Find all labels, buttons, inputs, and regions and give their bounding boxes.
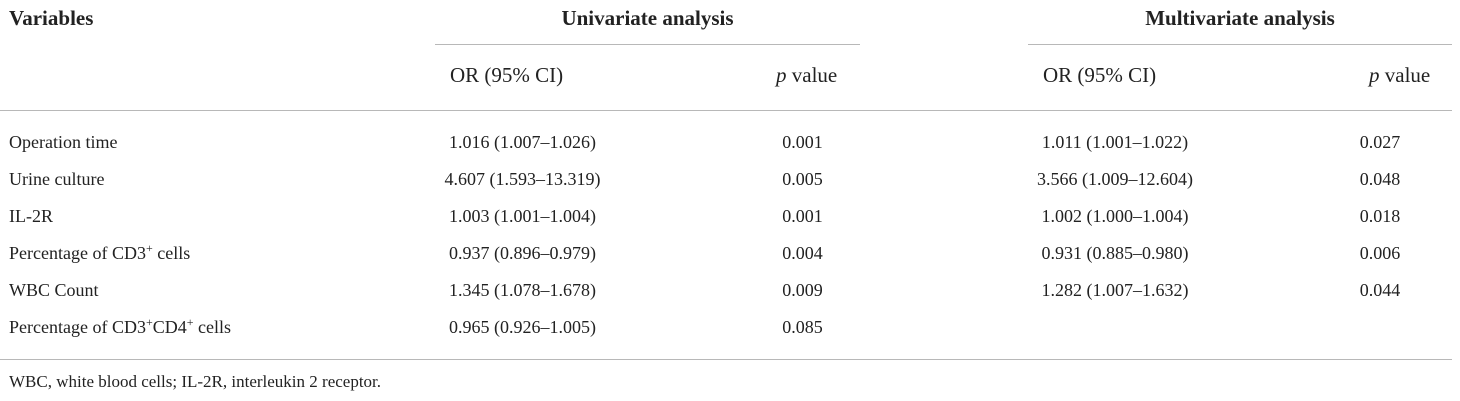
table-footnote: WBC, white blood cells; IL-2R, interleuk… bbox=[9, 372, 382, 391]
variable-prefix: Percentage of CD3 bbox=[9, 243, 146, 263]
multi-p-header: p value bbox=[1369, 63, 1430, 88]
row-multi-or: 1.011 (1.001–1.022) bbox=[1041, 132, 1189, 152]
row-multi-p: 0.027 bbox=[1359, 132, 1401, 152]
row-multi-p: 0.018 bbox=[1359, 206, 1401, 226]
row-uni-p: 0.004 bbox=[782, 243, 823, 263]
row-multi-or: 0.931 (0.885–0.980) bbox=[1041, 243, 1189, 263]
header-multivariate: Multivariate analysis bbox=[1145, 6, 1335, 30]
row-variable: WBC Count bbox=[9, 280, 99, 300]
row-uni-or: 0.965 (0.926–1.005) bbox=[449, 317, 596, 337]
header-variables: Variables bbox=[9, 6, 94, 30]
row-uni-p: 0.009 bbox=[782, 280, 823, 300]
variable-prefix: Percentage of CD3 bbox=[9, 317, 146, 337]
row-multi-p: 0.044 bbox=[1359, 280, 1401, 300]
table-row: Percentage of CD3+ cells 0.937 (0.896–0.… bbox=[0, 235, 1460, 272]
row-multi-or: 1.282 (1.007–1.632) bbox=[1041, 280, 1189, 300]
table-row: Operation time 1.016 (1.007–1.026) 0.001… bbox=[0, 124, 1460, 161]
row-uni-or: 1.016 (1.007–1.026) bbox=[449, 132, 596, 152]
row-variable: Percentage of CD3+ cells bbox=[9, 235, 190, 272]
row-uni-p: 0.005 bbox=[782, 169, 823, 189]
row-uni-or: 4.607 (1.593–13.319) bbox=[444, 169, 601, 189]
header-bottom-rule bbox=[0, 110, 1452, 111]
uni-p-word: value bbox=[791, 63, 838, 87]
row-variable: Percentage of CD3+CD4+ cells bbox=[9, 309, 231, 346]
row-variable: Urine culture bbox=[9, 169, 105, 189]
variable-suffix: cells bbox=[152, 243, 191, 263]
row-variable: Operation time bbox=[9, 132, 118, 152]
row-uni-or: 0.937 (0.896–0.979) bbox=[449, 243, 596, 263]
row-multi-p: 0.006 bbox=[1359, 243, 1401, 263]
table-bottom-rule bbox=[0, 359, 1452, 360]
table-row: Urine culture 4.607 (1.593–13.319) 0.005… bbox=[0, 161, 1460, 198]
table-row: Percentage of CD3+CD4+ cells 0.965 (0.92… bbox=[0, 309, 1460, 346]
row-multi-p: 0.048 bbox=[1359, 169, 1401, 189]
multi-p-letter: p bbox=[1369, 63, 1380, 87]
variable-mid: CD4 bbox=[152, 317, 187, 337]
multivariate-header-rule bbox=[1028, 44, 1452, 45]
row-uni-or: 1.003 (1.001–1.004) bbox=[449, 206, 596, 226]
variable-superscript: + bbox=[145, 241, 153, 255]
header-univariate: Univariate analysis bbox=[561, 6, 734, 30]
uni-p-letter: p bbox=[776, 63, 787, 87]
row-multi-or: 1.002 (1.000–1.004) bbox=[1041, 206, 1189, 226]
uni-p-header: p value bbox=[776, 63, 837, 88]
uni-or-header: OR (95% CI) bbox=[450, 63, 564, 87]
row-uni-p: 0.001 bbox=[782, 206, 823, 226]
row-multi-or: 3.566 (1.009–12.604) bbox=[1037, 169, 1193, 189]
row-uni-p: 0.001 bbox=[782, 132, 823, 152]
table-row: IL-2R 1.003 (1.001–1.004) 0.001 1.002 (1… bbox=[0, 198, 1460, 235]
row-uni-or: 1.345 (1.078–1.678) bbox=[449, 280, 596, 300]
multi-p-word: value bbox=[1384, 63, 1431, 87]
variable-suffix: cells bbox=[193, 317, 232, 337]
multi-or-header: OR (95% CI) bbox=[1043, 63, 1157, 87]
variable-superscript-2: + bbox=[186, 315, 194, 329]
variable-superscript: + bbox=[145, 315, 153, 329]
table-row: WBC Count 1.345 (1.078–1.678) 0.009 1.28… bbox=[0, 272, 1460, 309]
row-variable: IL-2R bbox=[9, 206, 53, 226]
univariate-header-rule bbox=[435, 44, 860, 45]
row-uni-p: 0.085 bbox=[782, 317, 823, 337]
